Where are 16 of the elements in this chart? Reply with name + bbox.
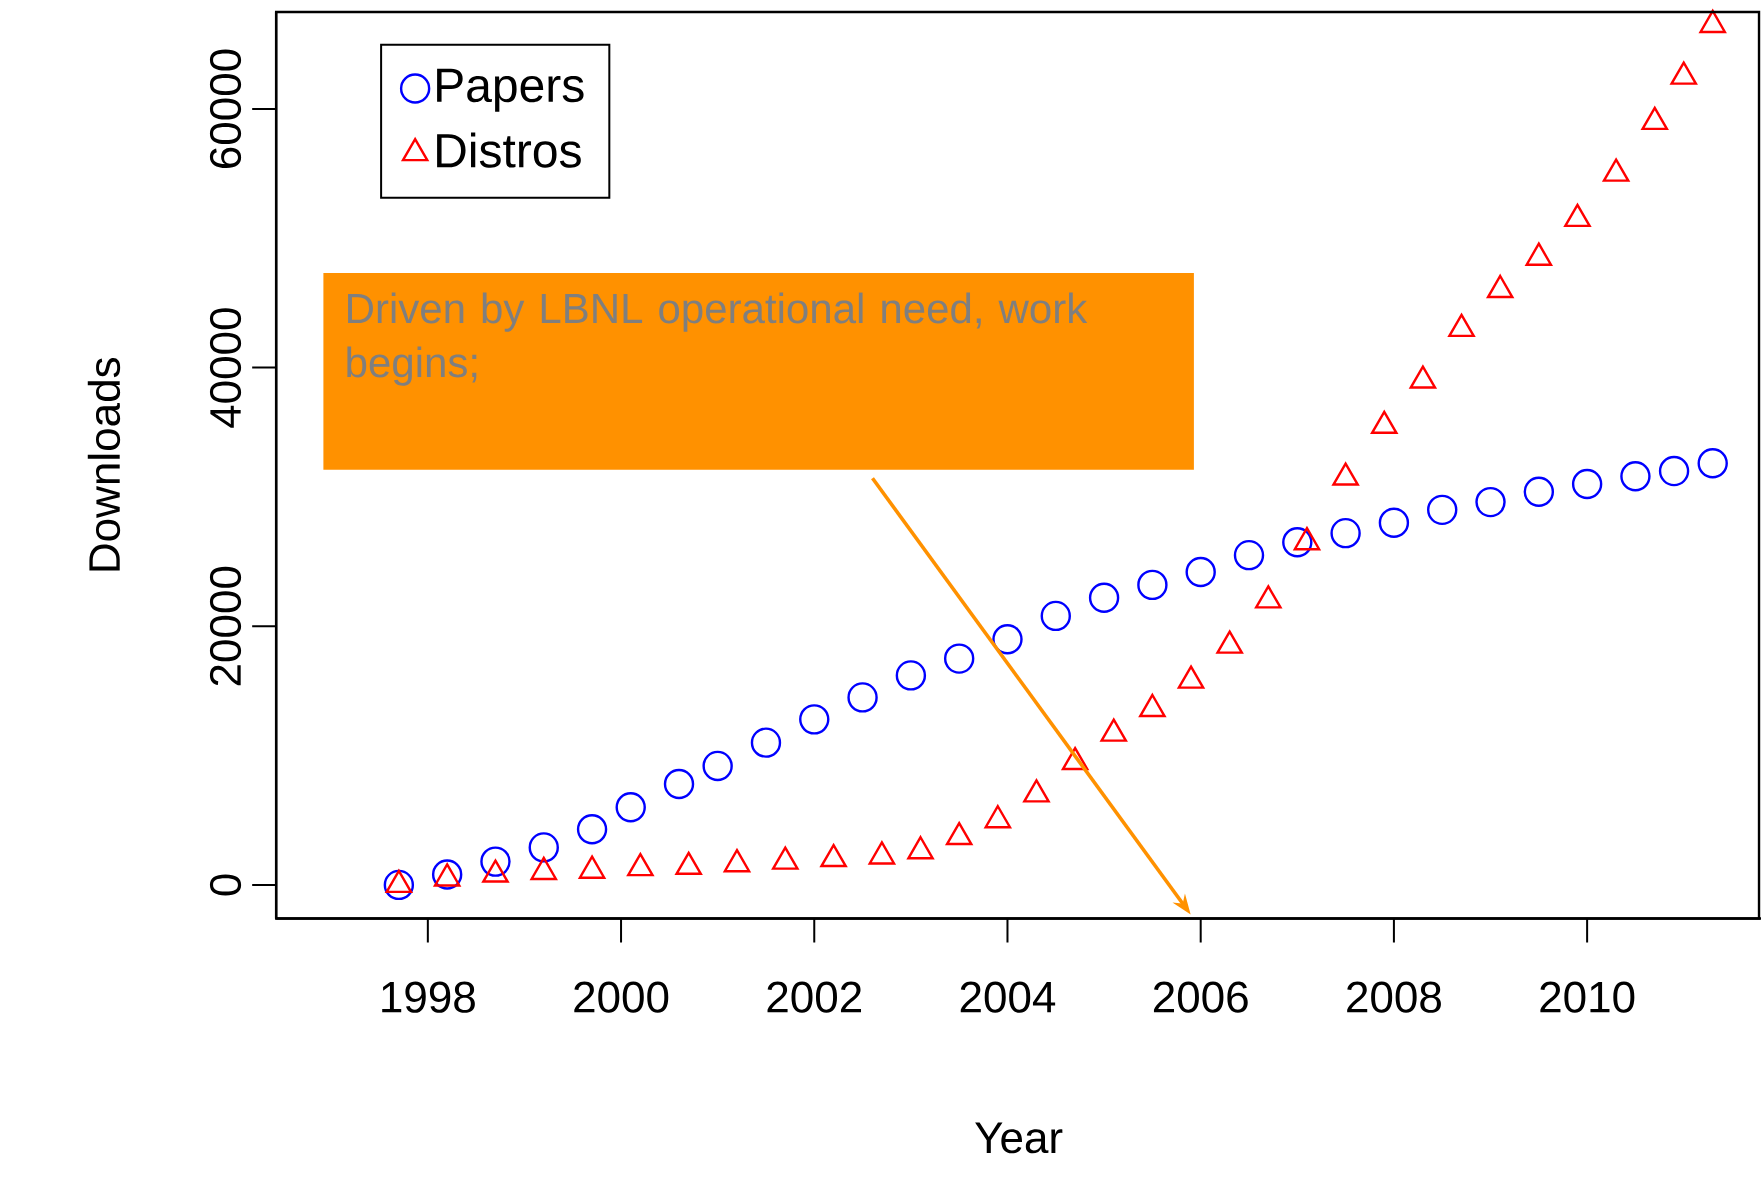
x-tick-label: 1998 [382,981,475,1013]
legend-label: Distros [437,132,581,168]
legend-label: Papers [437,68,584,112]
y-tick-label: 40000 [209,308,242,428]
y-tick-label: 0 [209,874,242,896]
y-tick-label: 60000 [209,49,242,169]
x-tick-label: 2006 [1153,981,1248,1013]
y-tick-label: 20000 [209,566,242,686]
x-tick-label: 2000 [574,981,669,1013]
x-tick-label: 2008 [1347,981,1441,1013]
x-tick-label: 2002 [767,981,862,1013]
x-axis-title: Year [975,1122,1063,1154]
x-tick-label: 2010 [1540,981,1635,1013]
annotation: Driven by LBNL operational need, work begins; [347,292,1088,386]
x-tick-label: 2004 [960,981,1056,1013]
y-axis-title: Downloads [87,358,121,571]
